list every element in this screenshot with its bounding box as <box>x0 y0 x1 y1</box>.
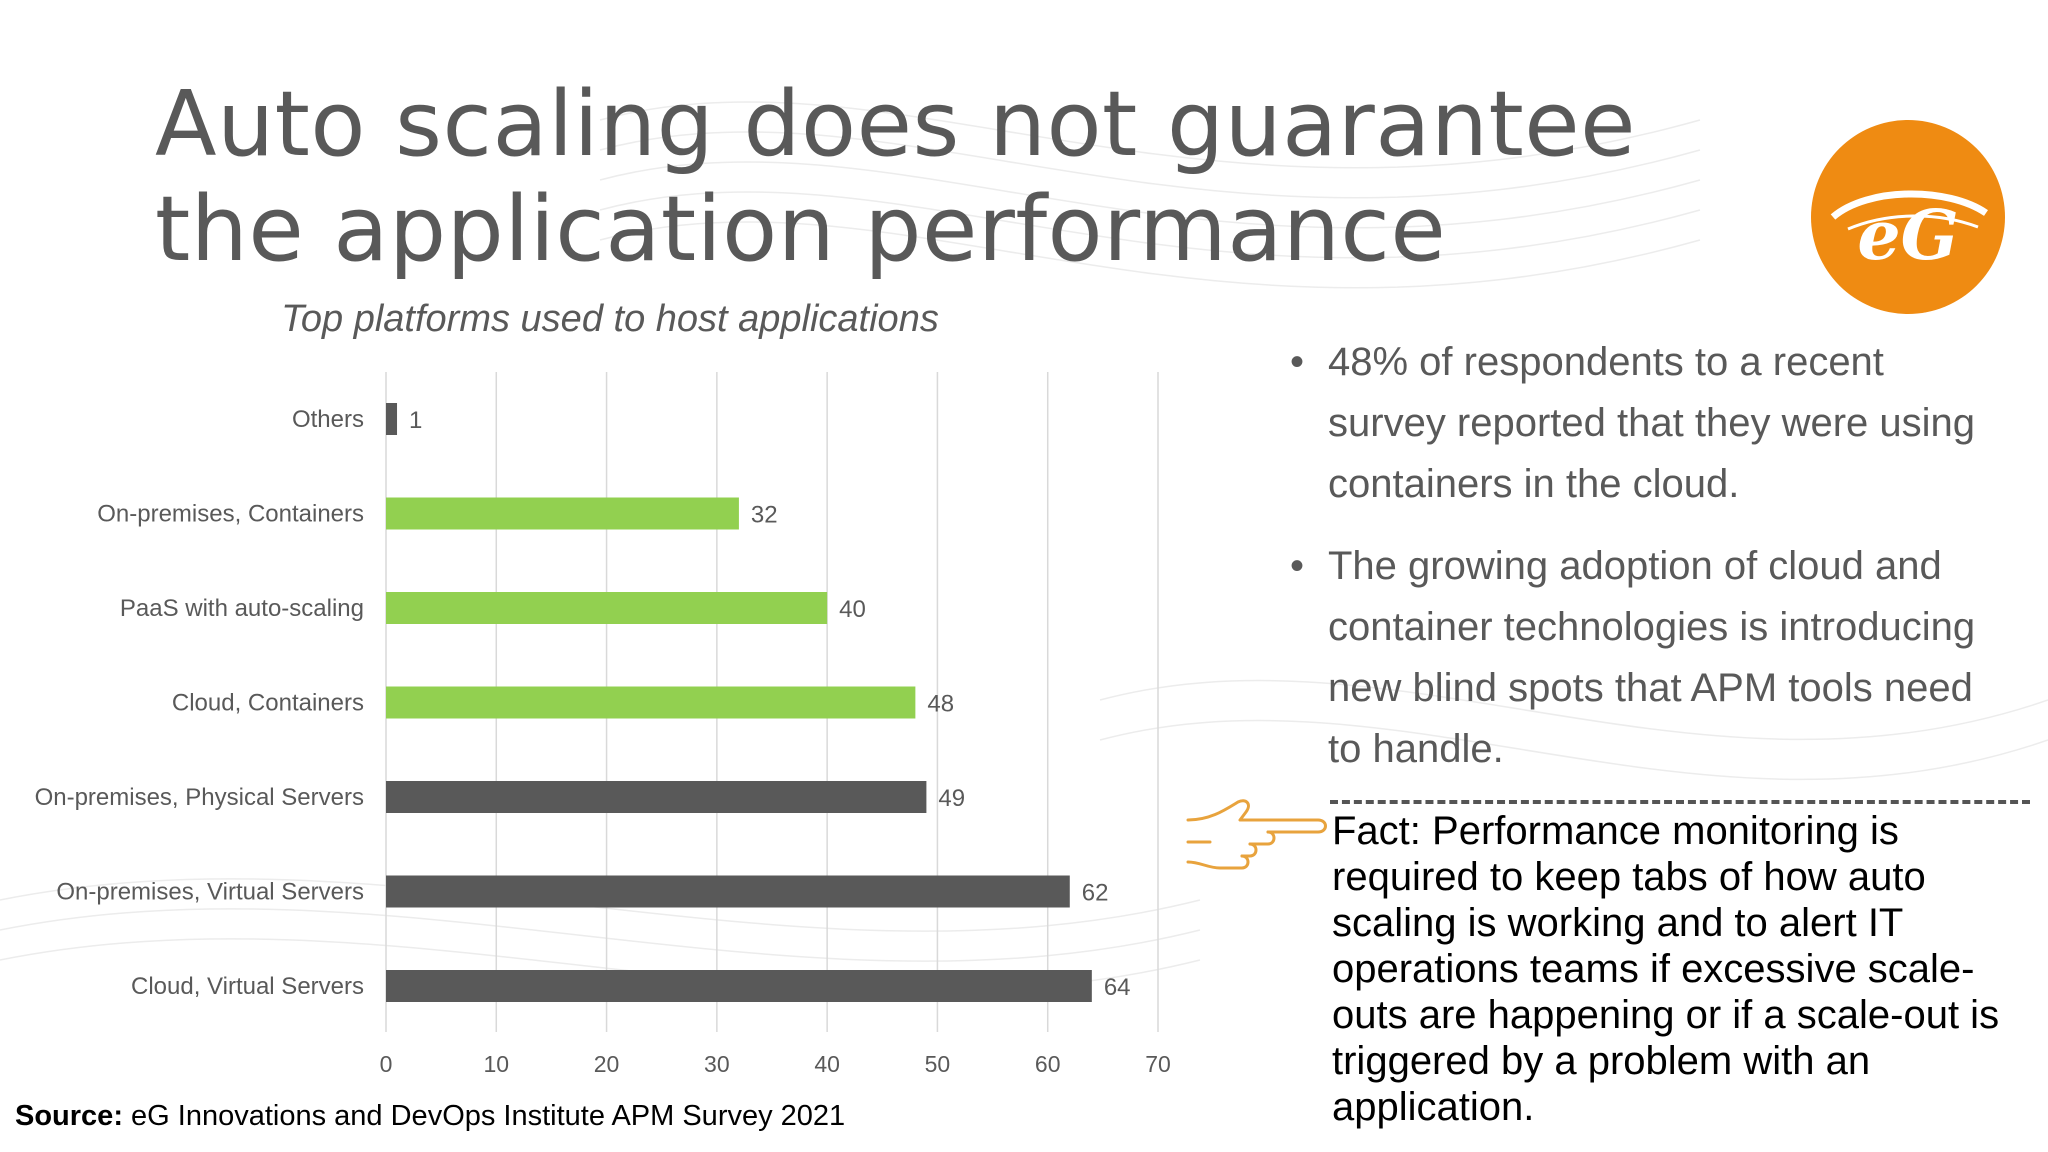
logo-swoosh <box>1830 190 1988 220</box>
data-label: 48 <box>927 691 954 718</box>
bar <box>386 970 1092 1002</box>
pointing-hand-icon <box>1186 799 1327 870</box>
logo-text: eG <box>1857 196 1958 276</box>
bullet-text: The growing adoption of cloud and contai… <box>1328 544 1976 771</box>
bar <box>386 403 398 435</box>
data-label: 49 <box>938 785 965 812</box>
category-label: Cloud, Virtual Servers <box>131 973 364 1000</box>
bar <box>386 592 828 624</box>
slide-title: Auto scaling does not guarantee the appl… <box>155 72 1636 282</box>
bar <box>386 686 916 719</box>
bullet-dot: • <box>1290 340 1305 384</box>
bar-chart: 0 10 20 30 40 50 60 70 Others 1 On-premises, Conta… <box>35 372 1171 1077</box>
source-label: Source: <box>15 1100 123 1132</box>
data-label: 32 <box>751 502 778 529</box>
x-tick-label: 50 <box>925 1051 951 1077</box>
bullet-item: • 48% of respondents to a recent survey … <box>1290 332 2010 515</box>
bullet-text: 48% of respondents to a recent survey re… <box>1328 340 1976 506</box>
x-tick-label: 60 <box>1035 1051 1061 1077</box>
bar <box>386 497 739 530</box>
chart-title: Top platforms used to host applications <box>281 298 939 340</box>
x-tick-label: 0 <box>380 1051 393 1077</box>
fact-text: Fact: Performance monitoring is required… <box>1332 809 2000 1129</box>
category-label: On-premises, Containers <box>97 501 364 528</box>
category-label: Others <box>292 406 364 433</box>
data-label: 62 <box>1082 880 1109 907</box>
x-tick-label: 10 <box>483 1051 509 1077</box>
category-label: Cloud, Containers <box>172 690 364 717</box>
bullet-dot: • <box>1290 544 1305 588</box>
bullet-list: • 48% of respondents to a recent survey … <box>1290 332 2010 801</box>
bullet-item: • The growing adoption of cloud and cont… <box>1290 536 2010 780</box>
category-label: PaaS with auto-scaling <box>120 595 364 622</box>
category-label: On-premises, Physical Servers <box>35 784 364 811</box>
bar <box>386 781 927 813</box>
x-tick-label: 40 <box>814 1051 840 1077</box>
x-tick-label: 20 <box>594 1051 620 1077</box>
x-tick-label: 30 <box>704 1051 730 1077</box>
x-tick-label: 70 <box>1145 1051 1171 1077</box>
bar <box>386 875 1070 908</box>
source-note: Source: eG Innovations and DevOps Instit… <box>15 1100 845 1133</box>
data-label: 40 <box>839 596 866 623</box>
dashed-divider <box>1330 800 2030 804</box>
source-text: eG Innovations and DevOps Institute APM … <box>131 1100 846 1132</box>
category-label: On-premises, Virtual Servers <box>56 879 364 906</box>
logo-swoosh-lower <box>1847 214 1979 231</box>
data-label: 64 <box>1104 974 1131 1001</box>
data-label: 1 <box>409 407 422 434</box>
eg-logo-icon: eG <box>1811 120 2005 314</box>
